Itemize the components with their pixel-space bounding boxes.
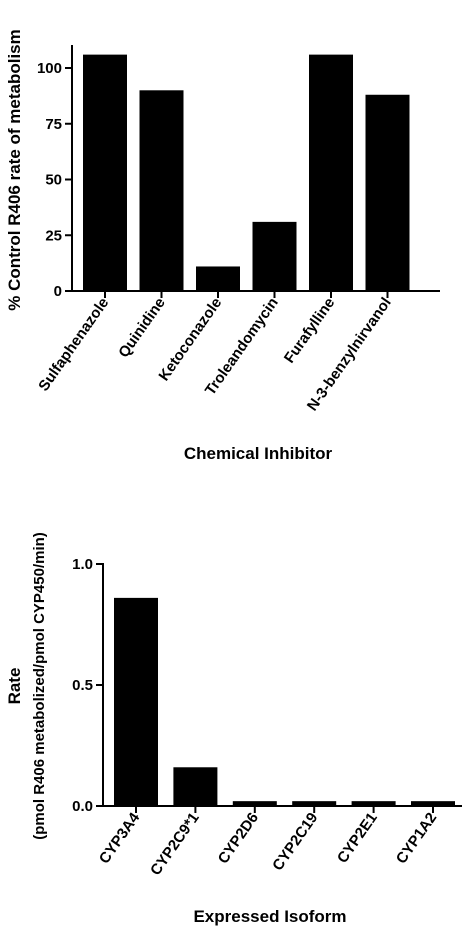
y-tick-label: 1.0 (72, 556, 93, 573)
bar (114, 597, 158, 806)
y-tick-label: 25 (45, 227, 62, 244)
bar (252, 221, 297, 291)
bar (232, 801, 277, 806)
y-tick-label: 75 (45, 116, 62, 133)
y-tick-label: 100 (37, 60, 62, 77)
y-tick-label: 0 (54, 283, 62, 300)
y-axis-label: Rate (5, 668, 24, 705)
bar (411, 801, 455, 806)
bar (139, 90, 184, 291)
y-tick-label: 50 (45, 172, 62, 189)
x-tick-label: Sulfaphenazole (35, 295, 112, 395)
x-tick-label: CYP1A2 (393, 810, 440, 868)
x-tick-label: CYP2D6 (215, 810, 262, 868)
x-axis-label: Expressed Isoform (193, 907, 346, 926)
bar (196, 266, 240, 291)
bar (351, 801, 396, 806)
x-axis-label: Chemical Inhibitor (184, 444, 333, 463)
y-axis-sublabel: (pmol R406 metabolized/pmol CYP450/min) (31, 532, 48, 840)
x-tick-label: Quinidine (115, 295, 169, 361)
y-axis-label: % Control R406 rate of metabolism (5, 29, 24, 311)
chart-inhibitor: % Control R406 rate of metabolism Chemic… (5, 29, 440, 463)
bar (173, 767, 218, 806)
bar (309, 54, 353, 292)
x-tick-label: Furafylline (281, 295, 338, 367)
chart-isoform: Rate (pmol R406 metabolized/pmol CYP450/… (5, 532, 462, 926)
x-tick-label: CYP2C9*1 (147, 810, 203, 879)
bar (83, 54, 127, 292)
x-tick-label: CYP3A4 (96, 809, 144, 867)
y-tick-label: 0.5 (72, 677, 93, 694)
y-tick-label: 0.0 (72, 798, 93, 815)
x-tick-label: CYP2E1 (334, 810, 381, 867)
bar (365, 94, 410, 291)
bar (292, 801, 337, 806)
x-tick-label: CYP2C19 (269, 810, 321, 874)
